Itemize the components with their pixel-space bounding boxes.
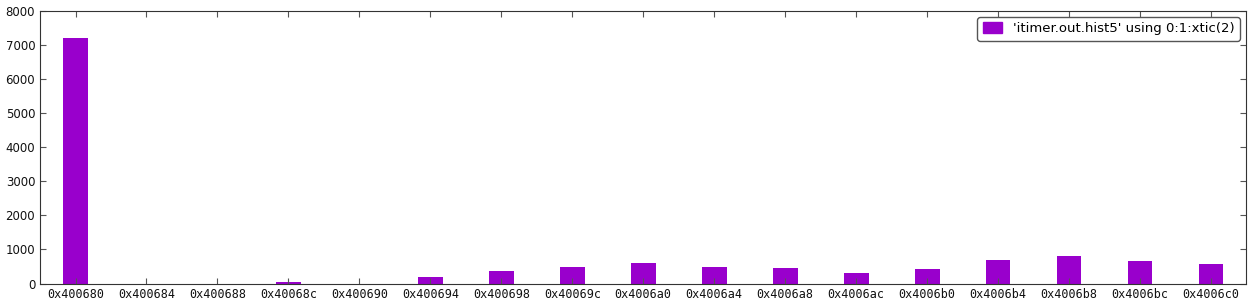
Bar [275,282,300,284]
Bar [560,267,585,284]
Bar [1198,264,1223,284]
Bar [631,263,656,284]
Bar [418,277,443,284]
Bar [1128,261,1152,284]
Bar [63,38,88,284]
Legend: 'itimer.out.hist5' using 0:1:xtic(2): 'itimer.out.hist5' using 0:1:xtic(2) [978,17,1239,41]
Bar [1057,256,1082,284]
Bar [985,260,1010,284]
Bar [915,269,939,284]
Bar [488,270,513,284]
Bar [702,267,726,284]
Bar [772,268,798,284]
Bar [844,273,869,284]
